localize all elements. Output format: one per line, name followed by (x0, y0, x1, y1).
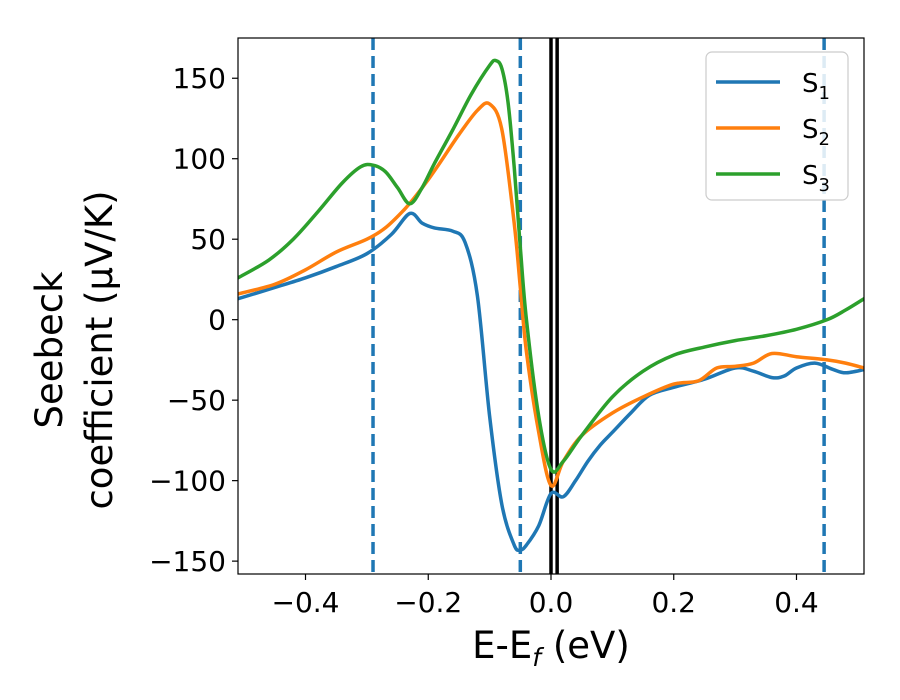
legend-label-s2: S2 (802, 115, 830, 150)
series-line-s1 (238, 211, 864, 553)
y-tick-label: −150 (149, 545, 226, 578)
y-tick-label: 100 (173, 143, 226, 176)
y-tick-label: 150 (173, 62, 226, 95)
series-line-s3 (238, 58, 864, 474)
y-tick-label: −50 (167, 384, 226, 417)
x-tick-label: 0.2 (651, 586, 696, 619)
y-axis-title-line1: Seebeck (28, 271, 71, 429)
legend-label-s1: S1 (802, 69, 830, 104)
x-tick-label: 0.0 (529, 586, 574, 619)
legend-box (705, 51, 849, 201)
y-tick-label: −100 (149, 465, 226, 498)
legend-label-s3: S3 (802, 161, 830, 196)
series-line-s2 (238, 101, 864, 488)
legend: S1 S2 S3 (705, 51, 849, 201)
y-tick-label: 50 (190, 223, 226, 256)
x-tick-label: −0.2 (394, 586, 462, 619)
x-axis-title: E-Ef (eV) (472, 624, 630, 672)
y-tick-label: 0 (208, 304, 226, 337)
x-tick-label: −0.4 (272, 586, 340, 619)
y-axis-title-line2: coefficient (μV/K) (78, 190, 121, 509)
x-tick-label: 0.4 (774, 586, 819, 619)
